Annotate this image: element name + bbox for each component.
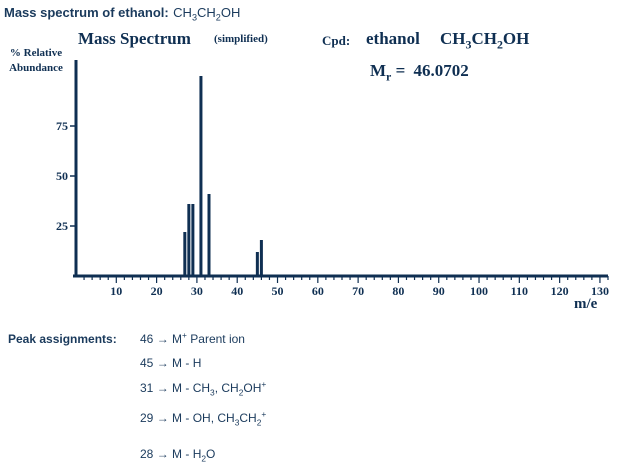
x-tick-label: 20 [151,284,163,298]
assignment-mz: 46 [140,332,157,346]
mr-value: 46.0702 [413,61,469,80]
assignment-row: 28 → M - H2O [140,447,216,464]
assignment-mz: 29 [140,411,157,425]
page-header: Mass spectrum of ethanol: CH3CH2OH [4,4,240,22]
x-tick-label: 80 [392,284,404,298]
mr-label: M [370,61,387,80]
mr-equals: = [395,61,406,80]
y-axis-label: % Relative Abundance [4,46,68,76]
formula-subscript: 3 [191,12,197,23]
x-tick-label: 70 [352,284,364,298]
formula-part: CH [471,29,497,48]
compound-label: Cpd: [322,33,351,48]
arrow-icon: → [156,356,173,370]
assignment-row: 46 → M+ Parent ion [140,330,245,346]
assignment-text: OH [243,381,262,395]
assignment-mz: 45 [140,356,157,370]
superscript: + [182,330,187,340]
page-title: Mass spectrum of ethanol: [4,5,169,20]
compound-name: ethanol [366,29,420,48]
peak-bar-31 [199,76,203,276]
assignment-text: M - CH [172,381,211,395]
mr-subscript: r [386,69,392,84]
assignment-row: 31 → M - CH3, CH2OH+ [140,379,267,398]
assignment-row: 45 → M - H [140,356,201,370]
header-formula: CH3CH2OH [173,5,241,23]
formula-part: CH [173,5,192,20]
assignment-mz: 31 [140,381,157,395]
chart-axes [70,60,609,283]
peak-bar-33 [207,194,211,276]
subscript: 2 [238,387,244,398]
molar-mass: Mr = 46.0702 [370,61,469,84]
x-tick-label: 40 [231,284,243,298]
x-tick-label: 30 [191,284,203,298]
subscript: 2 [201,453,207,464]
x-tick-label: 50 [272,284,284,298]
formula-part: CH [197,5,216,20]
peak-bar-45 [255,252,259,276]
x-axis-label: m/e [574,296,598,312]
x-tick-label: 120 [551,284,569,298]
chart-tick-labels: 10 20 30 40 50 60 70 80 90 100 110 120 130 25 50 75 [56,119,609,298]
assignment-row: 29 → M - OH, CH3CH2+ [140,409,267,428]
y-tick-label: 25 [56,219,68,233]
x-tick-label: 100 [470,284,488,298]
y-axis-label-line1: % Relative [9,47,63,59]
peak-bar-29 [191,204,195,276]
superscript: + [261,409,267,419]
compound-formula: CH3CH2OH [440,29,530,52]
assignment-text: M - OH, CH [172,411,235,425]
y-axis-label-line2: Abundance [9,62,63,74]
arrow-icon: → [156,447,173,461]
assignment-text: M - H [172,356,202,370]
peak-bar-27 [183,232,187,276]
subscript: 3 [210,387,215,398]
arrow-icon: → [156,332,173,346]
assignment-text: Parent ion [186,332,245,346]
assignment-text: O [206,447,216,461]
superscript: + [261,379,267,389]
x-tick-label: 60 [312,284,324,298]
formula-subscript: 3 [465,37,472,52]
arrow-icon: → [156,381,173,395]
assignment-text: M - H [172,447,202,461]
x-tick-label: 110 [511,284,528,298]
subscript: 3 [234,417,240,428]
assignment-mz: 28 [140,447,157,461]
x-tick-label: 130 [591,284,609,298]
assignment-text: CH [239,411,257,425]
peak-bar-46 [259,240,263,276]
mass-spectrum-chart: 10 20 30 40 50 60 70 80 90 100 110 120 130 25 50 75 [56,60,609,298]
y-tick-label: 75 [56,119,68,133]
chart-title: Mass Spectrum [78,29,191,48]
assignment-text: , CH [214,381,239,395]
formula-part: OH [220,5,241,20]
subscript: 2 [256,417,262,428]
x-tick-label: 90 [433,284,445,298]
x-tick-label: 10 [110,284,122,298]
chart-bars [183,76,263,276]
formula-part: OH [502,29,530,48]
peak-bar-28 [187,204,191,276]
formula-subscript: 2 [215,12,221,23]
formula-subscript: 2 [496,37,503,52]
y-tick-label: 50 [56,169,68,183]
arrow-icon: → [156,411,173,425]
chart-subtitle: (simplified) [214,33,268,45]
assignment-text: M [172,332,183,346]
formula-part: CH [440,29,466,48]
assignments-label: Peak assignments: [8,332,117,346]
